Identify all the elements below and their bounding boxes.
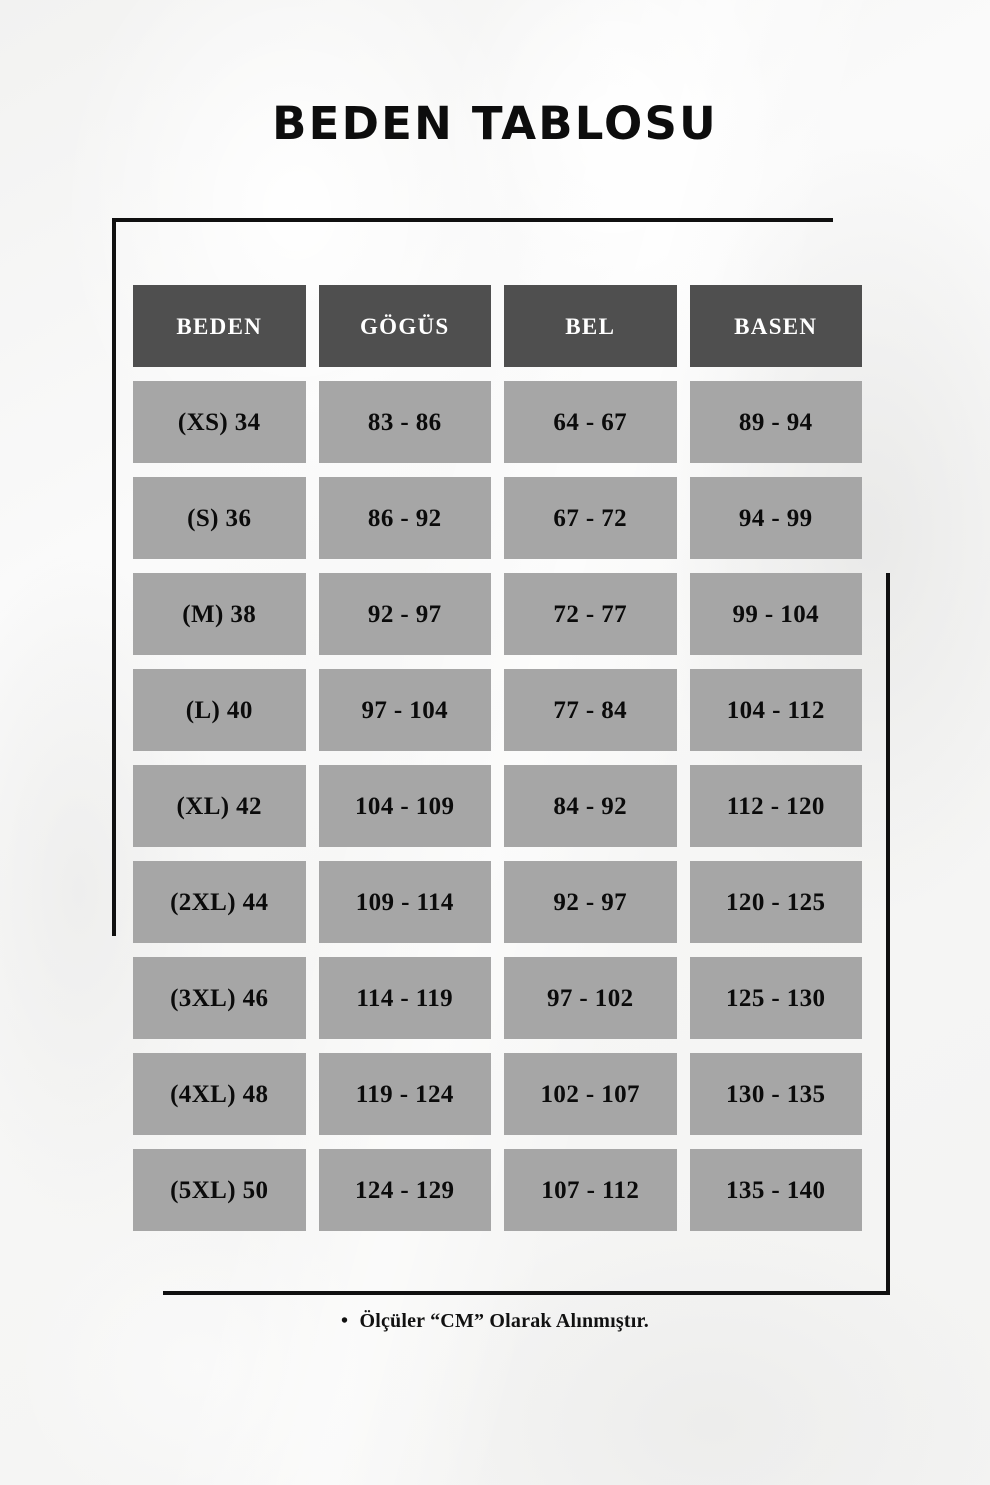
cell-basen: 130 - 135 [689,1053,862,1135]
cell-gogus: 104 - 109 [318,765,491,847]
table-row: (M) 38 92 - 97 72 - 77 99 - 104 [133,573,862,655]
table-row: (5XL) 50 124 - 129 107 - 112 135 - 140 [133,1149,862,1231]
cell-gogus: 97 - 104 [318,669,491,751]
cell-bel: 77 - 84 [504,669,677,751]
frame-rule-top [112,218,833,222]
cell-beden: (S) 36 [133,477,306,559]
cell-basen: 94 - 99 [689,477,862,559]
cell-basen: 89 - 94 [689,381,862,463]
table-header-row: BEDEN GÖGÜS BEL BASEN [133,285,862,367]
column-header-bel: BEL [504,285,677,367]
table-row: (3XL) 46 114 - 119 97 - 102 125 - 130 [133,957,862,1039]
cell-bel: 67 - 72 [504,477,677,559]
size-chart-table: BEDEN GÖGÜS BEL BASEN (XS) 34 83 - 86 64 - 67 8… [133,285,862,1231]
cell-beden: (XL) 42 [133,765,306,847]
frame-rule-left [112,218,116,936]
table-row: (4XL) 48 119 - 124 102 - 107 130 - 135 [133,1053,862,1135]
cell-bel: 92 - 97 [504,861,677,943]
cell-bel: 102 - 107 [504,1053,677,1135]
cell-gogus: 109 - 114 [318,861,491,943]
column-header-gogus: GÖGÜS [318,285,491,367]
table-row: (2XL) 44 109 - 114 92 - 97 120 - 125 [133,861,862,943]
table-row: (XS) 34 83 - 86 64 - 67 89 - 94 [133,381,862,463]
cell-basen: 120 - 125 [689,861,862,943]
cell-beden: (L) 40 [133,669,306,751]
table-row: (XL) 42 104 - 109 84 - 92 112 - 120 [133,765,862,847]
cell-gogus: 114 - 119 [318,957,491,1039]
footnote-text: Ölçüler “CM” Olarak Alınmıştır. [359,1310,649,1332]
cell-gogus: 83 - 86 [318,381,491,463]
cell-gogus: 124 - 129 [318,1149,491,1231]
cell-beden: (2XL) 44 [133,861,306,943]
cell-beden: (4XL) 48 [133,1053,306,1135]
cell-beden: (3XL) 46 [133,957,306,1039]
cell-basen: 135 - 140 [689,1149,862,1231]
column-header-beden: BEDEN [133,285,306,367]
cell-bel: 72 - 77 [504,573,677,655]
table-row: (S) 36 86 - 92 67 - 72 94 - 99 [133,477,862,559]
cell-bel: 107 - 112 [504,1149,677,1231]
cell-beden: (M) 38 [133,573,306,655]
frame-rule-right [886,573,890,1295]
cell-beden: (XS) 34 [133,381,306,463]
cell-bel: 97 - 102 [504,957,677,1039]
column-header-basen: BASEN [689,285,862,367]
cell-gogus: 119 - 124 [318,1053,491,1135]
cell-bel: 84 - 92 [504,765,677,847]
cell-basen: 104 - 112 [689,669,862,751]
cell-gogus: 92 - 97 [318,573,491,655]
cell-beden: (5XL) 50 [133,1149,306,1231]
cell-basen: 99 - 104 [689,573,862,655]
measurement-unit-note: • Ölçüler “CM” Olarak Alınmıştır. [0,1310,990,1333]
frame-rule-bottom [163,1291,890,1295]
cell-basen: 125 - 130 [689,957,862,1039]
page-title: BEDEN TABLOSU [272,97,718,150]
cell-gogus: 86 - 92 [318,477,491,559]
cell-bel: 64 - 67 [504,381,677,463]
table-row: (L) 40 97 - 104 77 - 84 104 - 112 [133,669,862,751]
bullet-icon: • [341,1310,349,1332]
cell-basen: 112 - 120 [689,765,862,847]
